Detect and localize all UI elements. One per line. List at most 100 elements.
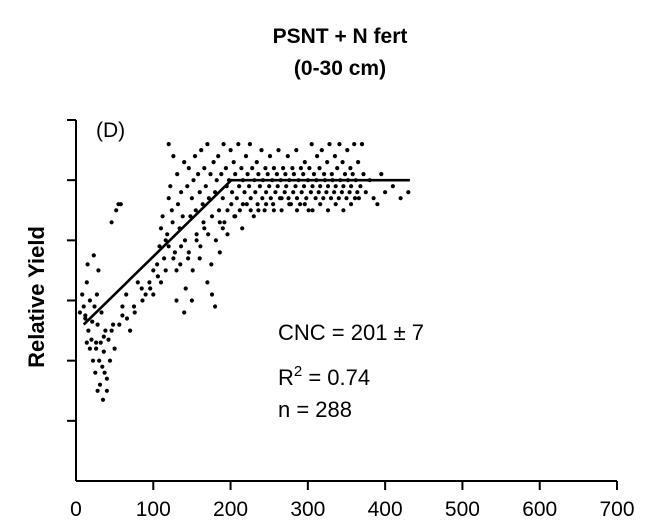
data-point [290,166,295,171]
plus-minus-symbol: ± [394,320,406,345]
data-point [262,208,267,213]
data-point [273,190,278,195]
data-point [199,148,204,153]
data-point [197,256,202,261]
data-point [98,340,103,345]
data-point [243,154,249,159]
data-point [318,202,323,207]
data-point [135,280,140,285]
data-point [139,286,144,291]
data-point [132,310,137,315]
data-point [371,196,376,201]
plot-area: 0 100 200 300 400 500 600 700 [67,119,635,521]
data-point [390,184,395,189]
x-tick-label: 200 [213,498,248,521]
data-point [214,178,219,183]
data-point [194,238,199,243]
data-point [151,268,156,273]
data-point [191,178,196,183]
data-point [268,196,273,201]
data-point [182,310,187,315]
data-point [211,160,216,165]
y-axis-ticks [67,119,76,422]
data-point [109,220,114,225]
data-point [355,190,360,195]
x-tick-label: 300 [290,498,325,521]
data-point [103,328,108,333]
data-point [94,292,99,297]
data-point [286,196,291,201]
data-point [188,214,193,219]
data-point [91,253,96,258]
data-point [97,382,103,387]
x-tick-label: 0 [70,498,82,521]
data-point [340,160,345,165]
data-point [284,184,289,189]
r-squared-value: = 0.74 [302,365,370,390]
data-point [197,190,202,195]
data-point [294,196,300,201]
data-point [317,166,322,171]
data-point [174,268,179,273]
x-tick-label: 400 [368,498,403,521]
data-point [248,208,253,213]
data-point [299,190,304,195]
data-point [205,142,210,147]
data-point [81,304,86,309]
data-point [185,184,190,189]
data-point [160,214,165,219]
data-point [216,154,221,159]
data-point [324,190,329,195]
data-point [104,376,109,381]
x-tick-label: 500 [445,498,480,521]
y-axis-label: Relative Yield [24,226,49,368]
data-point [237,184,242,189]
data-point [166,142,171,147]
data-point [230,190,235,195]
data-point [247,184,252,189]
data-point [151,292,156,297]
data-point [100,364,105,369]
data-point [206,232,211,237]
data-point [291,190,296,195]
data-point [223,166,228,171]
data-point [363,190,368,195]
data-point [117,322,122,327]
data-point [174,298,179,303]
data-point [120,313,125,318]
data-point [186,250,191,255]
data-point [148,286,153,291]
data-point [193,208,198,213]
data-point [301,184,307,189]
data-point [276,148,281,153]
data-point [101,334,106,339]
data-point [157,244,162,249]
data-point [114,208,119,213]
x-tick-label: 600 [522,498,557,521]
data-point [234,196,239,201]
data-point [240,202,245,207]
data-point [189,196,194,201]
data-point [322,172,327,177]
chart-subtitle: (0-30 cm) [294,57,386,80]
data-point [332,154,337,159]
data-point [337,142,342,147]
data-point [225,208,230,213]
data-point [128,328,133,333]
data-point [398,196,403,201]
data-point [406,190,411,195]
data-point [356,196,361,201]
data-point [325,160,330,165]
data-point [308,190,313,195]
data-point [287,202,292,207]
data-point [186,256,191,261]
data-point [220,196,225,201]
data-point [219,172,224,177]
x-tick-label: 700 [599,498,634,521]
data-point [202,226,207,231]
data-point [225,232,230,237]
data-point [216,208,222,213]
data-point [194,232,199,237]
data-point [294,148,299,153]
